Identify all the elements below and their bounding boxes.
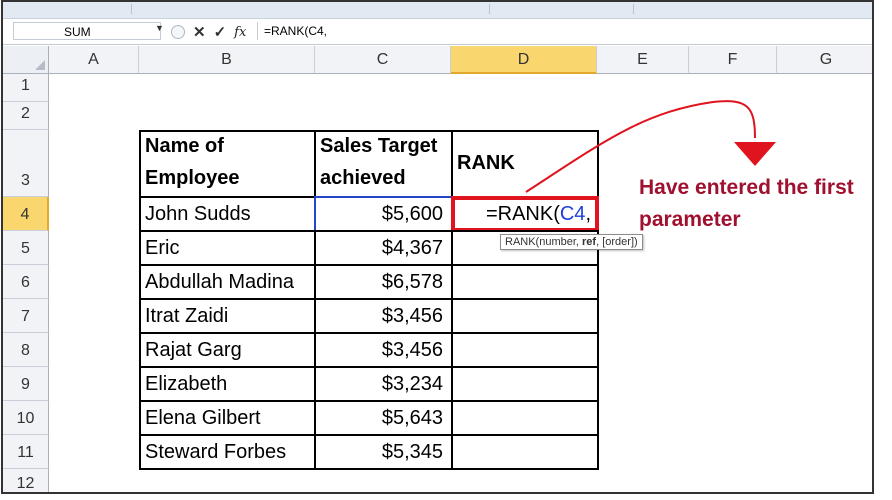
cell-rank-row-7[interactable] <box>451 298 599 334</box>
fx-icon[interactable]: fx <box>234 24 247 40</box>
ribbon-separator <box>633 4 634 14</box>
cell-sales-row-5[interactable]: $4,367 <box>314 230 453 266</box>
header-rank[interactable]: RANK <box>451 130 599 198</box>
cell-name-row-7[interactable]: Itrat Zaidi <box>139 298 316 334</box>
cell-sales-row-6[interactable]: $6,578 <box>314 264 453 300</box>
cell-sales-row-10[interactable]: $5,643 <box>314 400 453 436</box>
row-header-12[interactable]: 12 <box>3 469 49 492</box>
cell-reference-c4: C4 <box>559 202 586 225</box>
tooltip-signature-end: , [order]) <box>596 236 638 248</box>
cell-rank-row-6[interactable] <box>451 264 599 300</box>
cell-name-row-6[interactable]: Abdullah Madina <box>139 264 316 300</box>
cell-name-row-10[interactable]: Elena Gilbert <box>139 400 316 436</box>
cell-rank-row-9[interactable] <box>451 366 599 402</box>
spreadsheet-grid: A B C D E F G 1 2 3 4 5 6 7 8 9 10 11 12… <box>3 46 872 492</box>
annotation-text: Have entered the first parameter <box>639 176 854 231</box>
row-header-3[interactable]: 3 <box>3 130 49 197</box>
cell-sales-row-4-selected[interactable]: $5,600 <box>314 196 453 232</box>
column-header-e[interactable]: E <box>597 46 689 74</box>
formula-comma: , <box>585 202 591 225</box>
cell-sales-row-11[interactable]: $5,345 <box>314 434 453 470</box>
dropdown-arrow-icon[interactable]: ▼ <box>155 23 164 33</box>
ribbon-separator <box>489 4 490 14</box>
cell-name-row-11[interactable]: Steward Forbes <box>139 434 316 470</box>
formula-input[interactable]: =RANK(C4, <box>257 22 872 40</box>
row-header-10[interactable]: 10 <box>3 401 49 435</box>
formula-controls: ✕ ✓ fx <box>171 23 255 41</box>
header-name-of-employee[interactable]: Name of Employee <box>139 130 316 198</box>
row-header-2[interactable]: 2 <box>3 102 49 130</box>
cell-sales-row-7[interactable]: $3,456 <box>314 298 453 334</box>
checkmark-icon[interactable]: ✓ <box>213 24 227 41</box>
row-header-11[interactable]: 11 <box>3 435 49 469</box>
column-header-a[interactable]: A <box>49 46 139 74</box>
row-header-8[interactable]: 8 <box>3 333 49 367</box>
cell-name-row-9[interactable]: Elizabeth <box>139 366 316 402</box>
column-header-b[interactable]: B <box>139 46 315 74</box>
row-header-5[interactable]: 5 <box>3 231 49 265</box>
row-header-9[interactable]: 9 <box>3 367 49 401</box>
name-box[interactable]: SUM <box>13 22 161 40</box>
cell-rank-active-edit[interactable]: =RANK(C4, <box>451 196 599 232</box>
cell-name-row-8[interactable]: Rajat Garg <box>139 332 316 368</box>
tooltip-active-argument: ref <box>582 236 597 248</box>
function-tooltip[interactable]: RANK(number, ref, [order]) <box>500 234 643 250</box>
column-header-g[interactable]: G <box>777 46 872 74</box>
header-sales-target[interactable]: Sales Target achieved <box>314 130 453 198</box>
column-header-f[interactable]: F <box>689 46 777 74</box>
cell-name-row-5[interactable]: Eric <box>139 230 316 266</box>
formula-bar: SUM ▼ ✕ ✓ fx =RANK(C4, <box>3 20 872 45</box>
excel-window: SUM ▼ ✕ ✓ fx =RANK(C4, A B C D E F G 1 2… <box>1 0 874 494</box>
cell-sales-row-9[interactable]: $3,234 <box>314 366 453 402</box>
row-header-1[interactable]: 1 <box>3 74 49 102</box>
select-all-corner[interactable] <box>3 46 49 74</box>
row-header-4[interactable]: 4 <box>3 197 49 231</box>
cell-rank-row-10[interactable] <box>451 400 599 436</box>
select-all-icon <box>35 60 45 70</box>
row-header-7[interactable]: 7 <box>3 299 49 333</box>
row-header-6[interactable]: 6 <box>3 265 49 299</box>
ribbon-strip <box>3 2 872 19</box>
cell-rank-row-8[interactable] <box>451 332 599 368</box>
column-header-c[interactable]: C <box>315 46 451 74</box>
tooltip-signature-start: RANK(number, <box>505 236 583 248</box>
cell-rank-row-11[interactable] <box>451 434 599 470</box>
cell-sales-row-8[interactable]: $3,456 <box>314 332 453 368</box>
circle-icon <box>171 25 185 39</box>
cell-name-row-4[interactable]: John Sudds <box>139 196 316 232</box>
formula-text: =RANK( <box>485 202 560 225</box>
column-header-d[interactable]: D <box>451 46 597 74</box>
ribbon-separator <box>131 4 132 14</box>
cancel-x-icon[interactable]: ✕ <box>193 24 206 41</box>
